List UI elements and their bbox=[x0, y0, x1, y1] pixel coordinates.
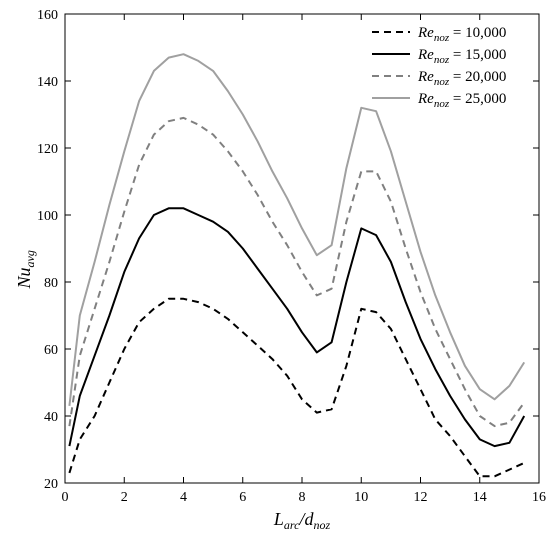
x-tick-label: 8 bbox=[299, 490, 306, 505]
legend-entry: Renoz = 15,000 bbox=[372, 47, 506, 66]
legend-label-main: Re bbox=[417, 47, 434, 63]
x-tick-label: 2 bbox=[121, 490, 128, 505]
y-tick-label: 140 bbox=[37, 75, 58, 90]
y-axis-label-sub: avg bbox=[23, 250, 37, 267]
x-axis-label-sub: arc bbox=[284, 518, 300, 532]
legend-entry: Renoz = 20,000 bbox=[372, 69, 506, 88]
series-layer bbox=[68, 53, 526, 478]
legend-entry: Renoz = 25,000 bbox=[372, 91, 506, 110]
y-tick-label: 100 bbox=[37, 209, 58, 224]
legend-label-sub: noz bbox=[434, 54, 450, 66]
y-tick-label: 120 bbox=[37, 142, 58, 157]
legend-label-sub: noz bbox=[434, 98, 450, 110]
y-axis-label-main: Nu bbox=[14, 267, 34, 289]
legend: Renoz = 10,000 Renoz = 15,000 Renoz = 20… bbox=[372, 25, 506, 110]
x-axis-label-sub2: noz bbox=[313, 518, 330, 532]
legend-label-value: = 20,000 bbox=[449, 69, 506, 85]
x-axis-label: Larc/dnoz bbox=[273, 509, 331, 532]
series-line bbox=[68, 116, 526, 428]
x-tick-label: 4 bbox=[180, 490, 187, 505]
axis-ticks: 0 2 4 6 8 10 12 14 16 20 40 60 80 100 120 140 160 bbox=[37, 8, 546, 505]
legend-label-value: = 25,000 bbox=[449, 91, 506, 107]
legend-label-main: Re bbox=[417, 91, 434, 107]
y-tick-label: 160 bbox=[37, 8, 58, 23]
y-axis-label: Nuavg bbox=[14, 250, 37, 289]
legend-label: Renoz = 15,000 bbox=[417, 47, 506, 66]
x-tick-label: 6 bbox=[239, 490, 246, 505]
y-tick-label: 40 bbox=[44, 410, 58, 425]
x-tick-label: 16 bbox=[532, 490, 546, 505]
x-tick-label: 12 bbox=[414, 490, 428, 505]
x-tick-label: 10 bbox=[354, 490, 368, 505]
y-tick-label: 20 bbox=[44, 477, 58, 492]
x-axis-label-main2: d bbox=[304, 509, 314, 529]
legend-label-value: = 10,000 bbox=[449, 25, 506, 41]
legend-entry: Renoz = 10,000 bbox=[372, 25, 506, 44]
x-tick-label: 14 bbox=[473, 490, 487, 505]
x-tick-label: 0 bbox=[62, 490, 69, 505]
legend-label-sub: noz bbox=[434, 32, 450, 44]
series-line bbox=[68, 53, 526, 407]
legend-label-main: Re bbox=[417, 69, 434, 85]
legend-label: Renoz = 10,000 bbox=[417, 25, 506, 44]
legend-label-value: = 15,000 bbox=[449, 47, 506, 63]
y-tick-label: 60 bbox=[44, 343, 58, 358]
series-line bbox=[68, 297, 525, 478]
series-line bbox=[68, 207, 526, 448]
legend-label-sub: noz bbox=[434, 76, 450, 88]
x-axis-label-main: L bbox=[273, 509, 284, 529]
legend-label-main: Re bbox=[417, 25, 434, 41]
legend-label: Renoz = 25,000 bbox=[417, 91, 506, 110]
y-tick-label: 80 bbox=[44, 276, 58, 291]
x-axis-label-sep: / bbox=[298, 509, 306, 529]
legend-label: Renoz = 20,000 bbox=[417, 69, 506, 88]
